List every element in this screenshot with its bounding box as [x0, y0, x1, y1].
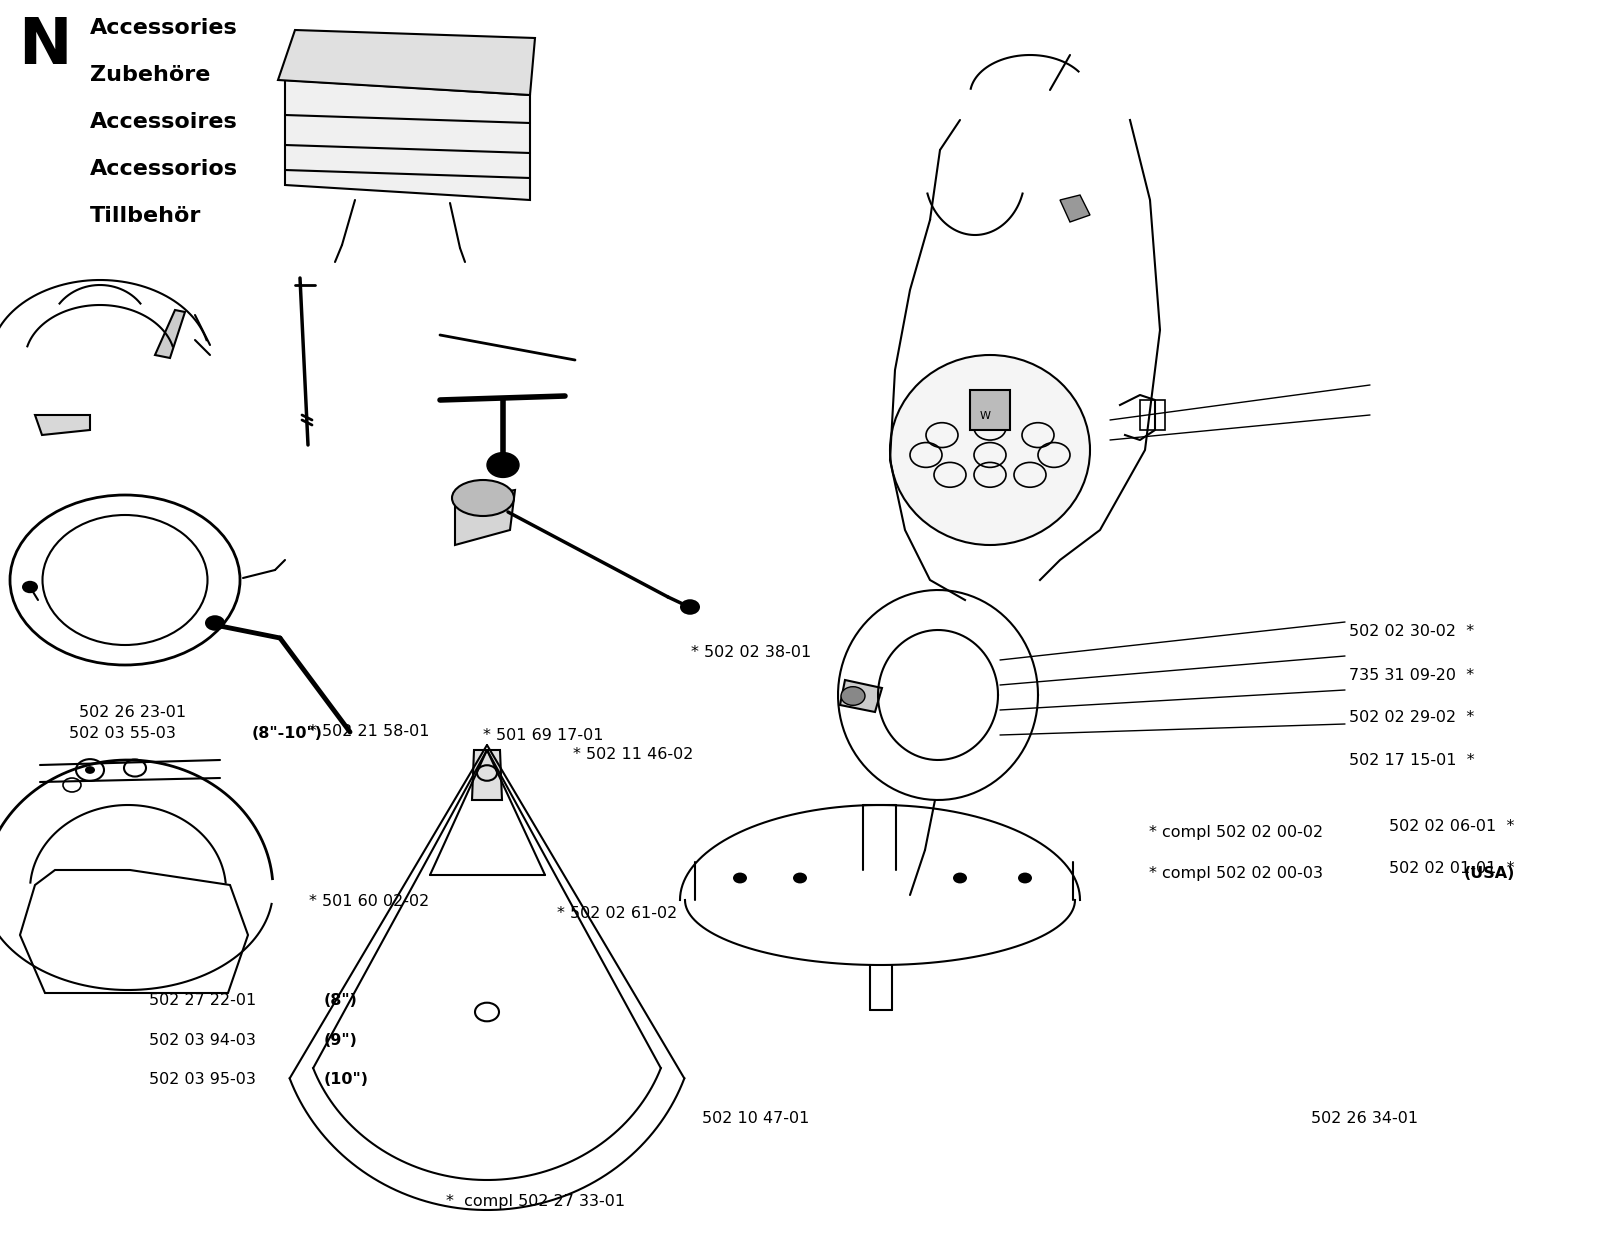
Circle shape [486, 453, 518, 478]
Text: 502 27 22-01: 502 27 22-01 [149, 993, 256, 1008]
Circle shape [22, 581, 38, 593]
Text: * 502 02 61-02: * 502 02 61-02 [557, 906, 677, 921]
Circle shape [85, 766, 94, 774]
Text: * 501 60 02-02: * 501 60 02-02 [309, 894, 429, 908]
Text: Tillbehör: Tillbehör [90, 206, 202, 226]
Text: (8"): (8") [323, 993, 357, 1008]
Text: Accessoires: Accessoires [90, 112, 238, 132]
Text: (9"): (9") [323, 1033, 357, 1047]
Text: 502 03 94-03: 502 03 94-03 [149, 1033, 256, 1047]
Ellipse shape [890, 355, 1090, 545]
Text: 502 02 30-02  *: 502 02 30-02 * [1349, 624, 1474, 639]
Text: 502 17 15-01  *: 502 17 15-01 * [1349, 753, 1475, 768]
Circle shape [205, 616, 226, 630]
Circle shape [842, 686, 866, 705]
Text: 502 10 47-01: 502 10 47-01 [701, 1111, 810, 1126]
Text: 502 26 34-01: 502 26 34-01 [1312, 1111, 1418, 1126]
Circle shape [954, 872, 966, 884]
Text: 502 02 06-01  *: 502 02 06-01 * [1389, 819, 1514, 834]
Text: Accessorios: Accessorios [90, 159, 238, 179]
Text: N: N [18, 15, 72, 77]
Text: * compl 502 02 00-02: * compl 502 02 00-02 [1149, 825, 1323, 840]
Circle shape [733, 872, 747, 884]
Text: * 502 21 58-01: * 502 21 58-01 [309, 724, 429, 738]
Text: Accessories: Accessories [90, 19, 238, 38]
Polygon shape [472, 750, 502, 800]
Text: W: W [979, 411, 990, 421]
Polygon shape [970, 390, 1010, 429]
Polygon shape [35, 414, 90, 436]
Text: 502 02 29-02  *: 502 02 29-02 * [1349, 710, 1474, 725]
Polygon shape [285, 79, 530, 200]
Text: (USA): (USA) [1464, 866, 1515, 881]
Polygon shape [278, 30, 534, 96]
Text: * 501 69 17-01: * 501 69 17-01 [483, 728, 603, 743]
Text: Zubehöre: Zubehöre [90, 65, 210, 84]
Ellipse shape [453, 480, 514, 516]
Circle shape [794, 872, 806, 884]
Text: 735 31 09-20  *: 735 31 09-20 * [1349, 668, 1474, 683]
Circle shape [1018, 872, 1032, 884]
Text: 502 03 55-03: 502 03 55-03 [69, 726, 181, 741]
Polygon shape [840, 680, 882, 712]
Polygon shape [454, 490, 515, 545]
Text: * 502 02 38-01: * 502 02 38-01 [691, 645, 811, 660]
Text: * 502 11 46-02: * 502 11 46-02 [573, 747, 693, 762]
Polygon shape [1059, 195, 1090, 222]
Text: 502 02 01-01  *: 502 02 01-01 * [1389, 861, 1514, 876]
Circle shape [680, 599, 701, 614]
Text: (10"): (10") [323, 1072, 368, 1087]
Text: *  compl 502 27 33-01: * compl 502 27 33-01 [446, 1194, 626, 1209]
Text: 502 03 95-03: 502 03 95-03 [149, 1072, 256, 1087]
Polygon shape [155, 310, 186, 357]
Text: 502 26 23-01: 502 26 23-01 [80, 705, 186, 720]
Text: (8"-10"): (8"-10") [251, 726, 322, 741]
Text: * compl 502 02 00-03: * compl 502 02 00-03 [1149, 866, 1328, 881]
